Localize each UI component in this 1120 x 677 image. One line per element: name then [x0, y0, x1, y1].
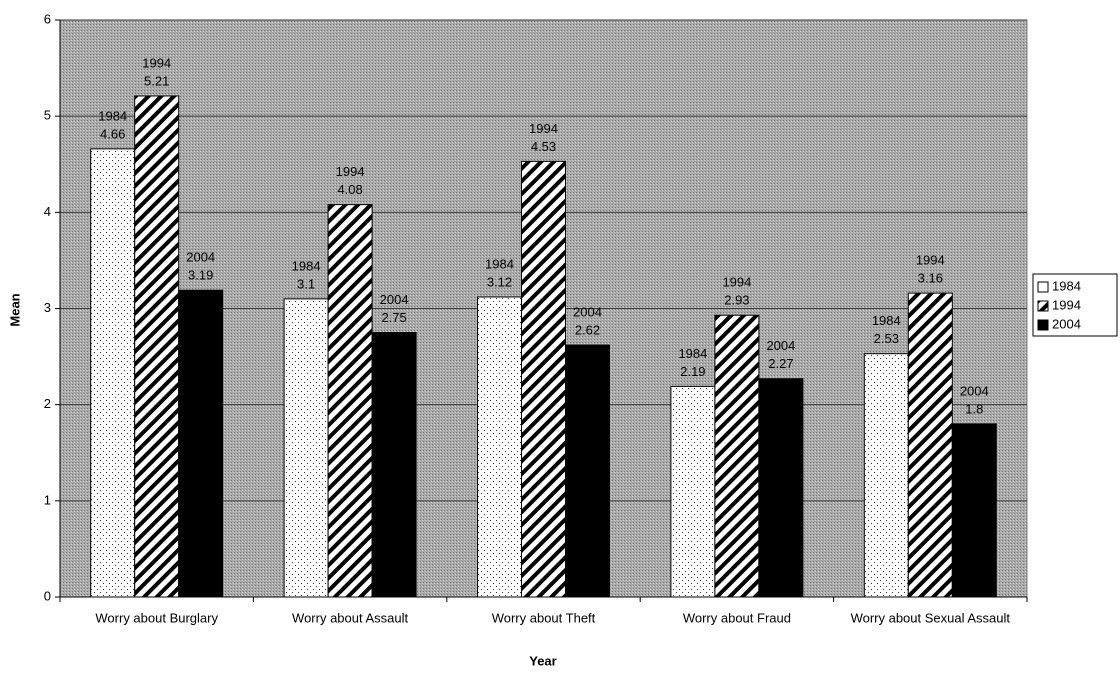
y-tick-label: 3 — [44, 300, 51, 315]
bar — [283, 298, 329, 598]
data-label-series: 1984 — [485, 256, 514, 271]
data-label: 2.19 — [680, 364, 705, 379]
data-label-series: 2004 — [766, 338, 795, 353]
data-label: 2.62 — [575, 322, 600, 337]
data-label-series: 2004 — [380, 292, 409, 307]
bar — [521, 160, 566, 598]
bar — [90, 148, 136, 598]
bar — [907, 292, 953, 598]
bar — [863, 353, 909, 598]
x-tick-label: Worry about Burglary — [95, 610, 218, 625]
bar — [951, 423, 997, 598]
legend-swatch — [1037, 319, 1049, 331]
data-label: 3.16 — [918, 271, 943, 286]
data-label-series: 1994 — [529, 121, 558, 136]
y-axis-label: Mean — [7, 293, 22, 326]
data-label-series: 1984 — [98, 108, 127, 123]
data-label-series: 1984 — [872, 313, 901, 328]
bar — [327, 204, 373, 598]
y-tick-label: 2 — [44, 396, 51, 411]
y-tick-label: 0 — [44, 588, 51, 603]
data-label-series: 1984 — [678, 346, 707, 361]
legend-swatch — [1037, 281, 1049, 293]
x-tick-label: Worry about Assault — [292, 610, 408, 625]
y-tick-label: 1 — [44, 492, 51, 507]
data-label: 3.12 — [487, 274, 512, 289]
data-label: 5.21 — [144, 73, 169, 88]
bar — [477, 296, 522, 598]
x-tick-label: Worry about Fraud — [683, 610, 791, 625]
data-label: 3.1 — [297, 276, 315, 291]
data-label-series: 1994 — [722, 275, 751, 290]
bar — [178, 289, 224, 598]
data-label: 4.08 — [337, 182, 362, 197]
x-tick-label: Worry about Sexual Assault — [851, 610, 1011, 625]
bar — [371, 332, 417, 598]
data-label: 3.19 — [188, 268, 213, 283]
data-label: 2.93 — [724, 293, 749, 308]
data-label-series: 2004 — [573, 304, 602, 319]
data-label-series: 2004 — [960, 383, 989, 398]
data-label-series: 1994 — [336, 164, 365, 179]
x-axis-label: Year — [529, 653, 556, 668]
data-label: 1.8 — [965, 401, 983, 416]
data-label: 4.66 — [100, 126, 125, 141]
bar — [714, 314, 760, 598]
legend-swatch — [1037, 300, 1049, 312]
legend-label: 2004 — [1052, 316, 1081, 331]
bar — [565, 344, 610, 598]
data-label-series: 2004 — [186, 250, 215, 265]
y-tick-label: 6 — [44, 11, 51, 26]
legend-label: 1984 — [1052, 278, 1081, 293]
legend-label: 1994 — [1052, 297, 1081, 312]
y-tick-label: 4 — [44, 204, 51, 219]
data-label: 2.27 — [768, 356, 793, 371]
data-label-series: 1994 — [142, 55, 171, 70]
bar — [670, 385, 716, 598]
bar — [134, 95, 180, 598]
data-label-series: 1984 — [292, 258, 321, 273]
x-tick-label: Worry about Theft — [492, 610, 596, 625]
data-label: 2.75 — [381, 310, 406, 325]
y-tick-label: 5 — [44, 108, 51, 123]
bar — [758, 378, 804, 598]
data-label: 4.53 — [531, 139, 556, 154]
data-label: 2.53 — [874, 331, 899, 346]
data-label-series: 1994 — [916, 253, 945, 268]
